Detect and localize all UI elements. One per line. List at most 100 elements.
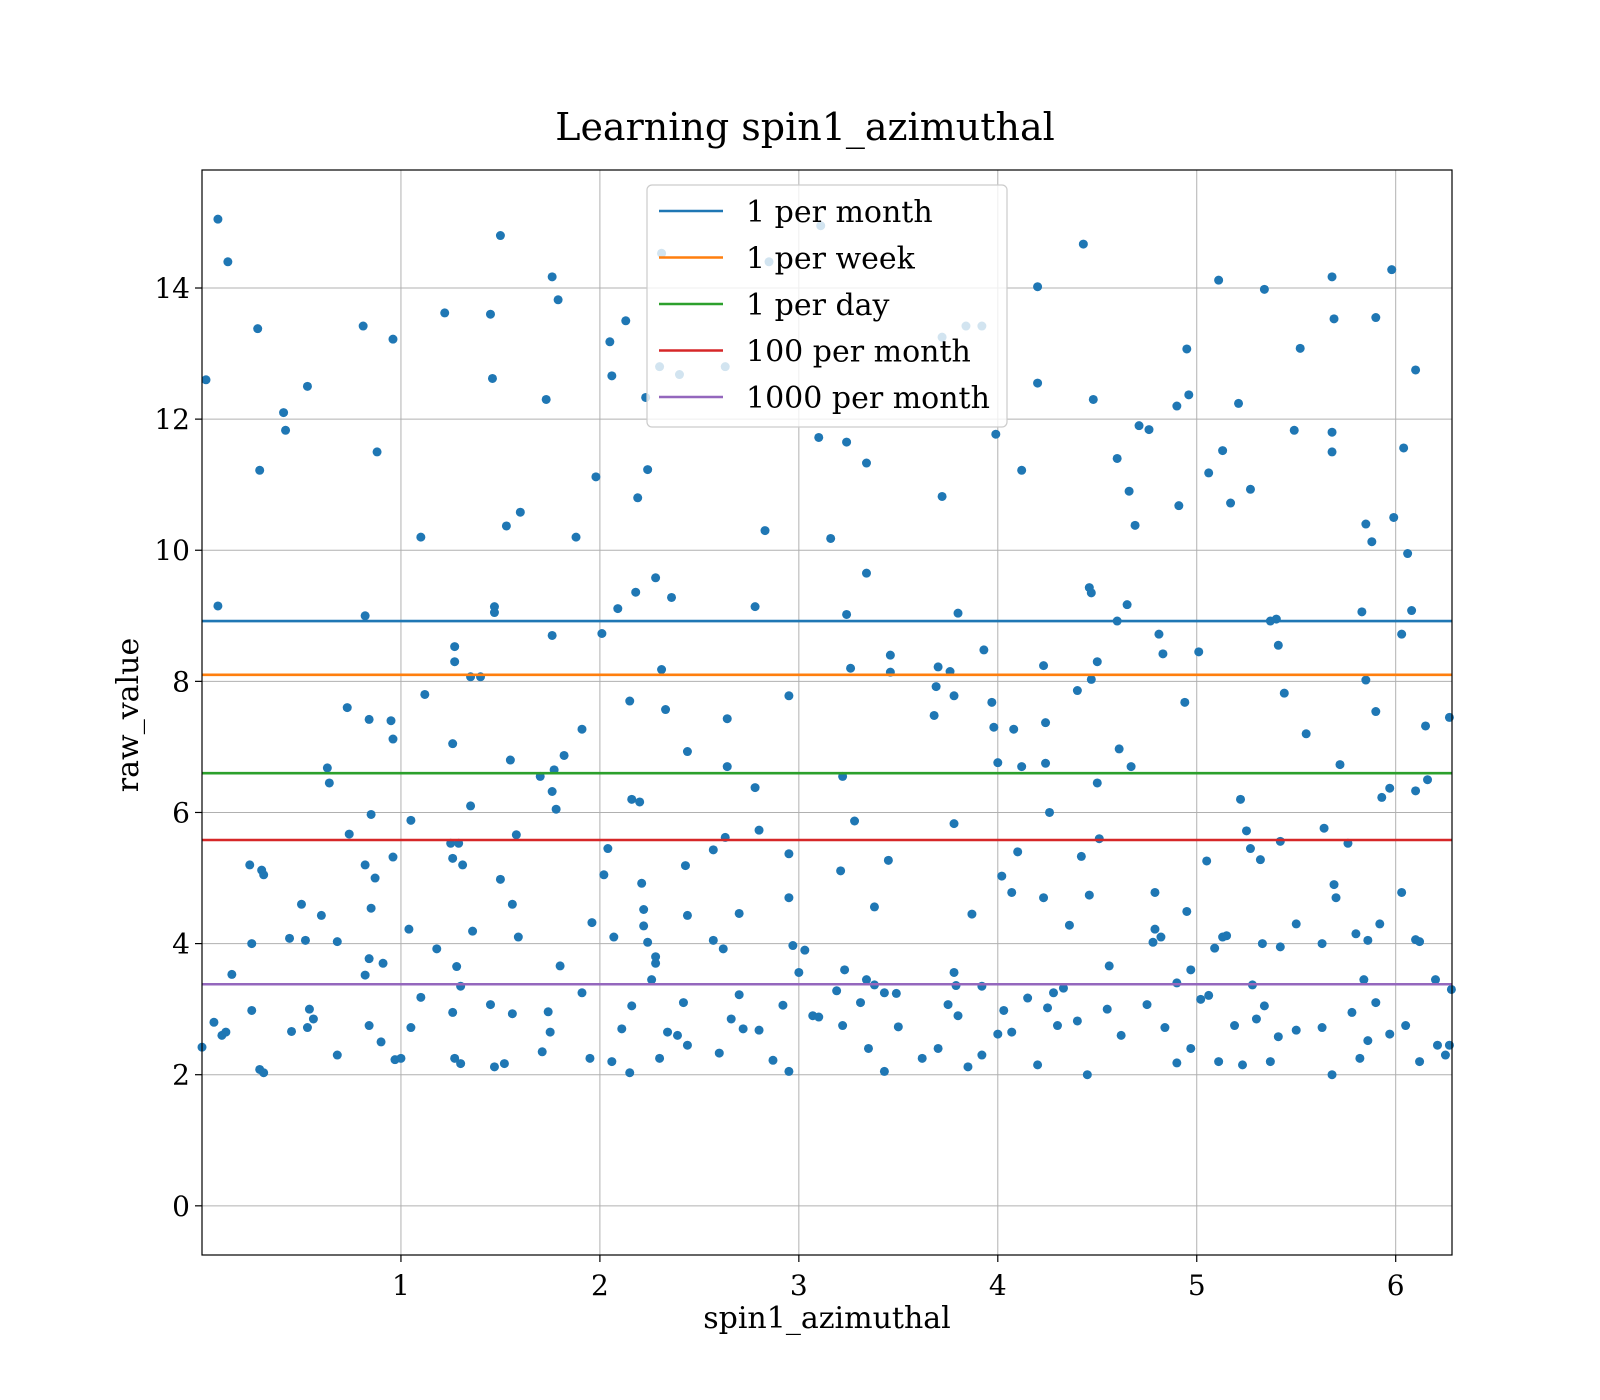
scatter-point	[1023, 993, 1033, 1003]
scatter-point	[495, 874, 505, 884]
scatter-point	[722, 714, 732, 724]
scatter-point	[1259, 1001, 1269, 1011]
scatter-point	[1033, 1060, 1043, 1070]
scatter-point	[1186, 1043, 1196, 1053]
scatter-point	[547, 786, 557, 796]
scatter-point	[406, 815, 416, 825]
scatter-point	[826, 533, 836, 543]
scatter-point	[784, 849, 794, 859]
scatter-point	[708, 935, 718, 945]
scatter-point	[861, 458, 871, 468]
scatter-point	[885, 650, 895, 660]
scatter-point	[627, 1001, 637, 1011]
scatter-point	[1124, 486, 1134, 496]
scatter-points	[197, 214, 1456, 1080]
scatter-point	[513, 932, 523, 942]
scatter-point	[1241, 826, 1251, 836]
scatter-point	[651, 958, 661, 968]
scatter-point	[754, 1025, 764, 1035]
scatter-point	[1084, 890, 1094, 900]
scatter-point	[302, 381, 312, 391]
scatter-point	[1367, 537, 1377, 547]
scatter-point	[800, 945, 810, 955]
scatter-point	[1411, 786, 1421, 796]
scatter-point	[416, 992, 426, 1002]
scatter-point	[485, 1000, 495, 1010]
scatter-point	[784, 893, 794, 903]
scatter-point	[489, 1062, 499, 1072]
scatter-point	[639, 921, 649, 931]
scatter-point	[1329, 314, 1339, 324]
scatter-point	[1092, 657, 1102, 667]
scatter-point	[1279, 688, 1289, 698]
scatter-point	[1007, 1027, 1017, 1037]
scatter-point	[682, 1040, 692, 1050]
scatter-point	[501, 521, 511, 531]
scatter-point	[1204, 468, 1214, 478]
scatter-point	[856, 998, 866, 1008]
scatter-point	[376, 1037, 386, 1047]
scatter-point	[1245, 484, 1255, 494]
scatter-point	[1158, 649, 1168, 659]
x-axis-label: spin1_azimuthal	[703, 1301, 951, 1336]
scatter-point	[625, 696, 635, 706]
scatter-point	[680, 861, 690, 871]
scatter-point	[1154, 629, 1164, 639]
scatter-point	[1329, 880, 1339, 890]
scatter-point	[1172, 401, 1182, 411]
scatter-point	[1327, 427, 1337, 437]
scatter-point	[1210, 943, 1220, 953]
scatter-point	[555, 961, 565, 971]
scatter-point	[1174, 501, 1184, 511]
scatter-point	[456, 1059, 466, 1069]
scatter-point	[949, 691, 959, 701]
scatter-point	[1327, 272, 1337, 282]
scatter-point	[585, 1053, 595, 1063]
scatter-point	[1214, 1057, 1224, 1067]
scatter-point	[1052, 1021, 1062, 1031]
scatter-point	[1397, 629, 1407, 639]
scatter-point	[1401, 1021, 1411, 1031]
scatter-point	[1134, 421, 1144, 431]
scatter-point	[1182, 344, 1192, 354]
scatter-point	[784, 1066, 794, 1076]
scatter-point	[1432, 1040, 1442, 1050]
y-tick-label: 10	[154, 534, 190, 567]
scatter-point	[846, 663, 856, 673]
scatter-point	[1327, 1070, 1337, 1080]
scatter-point	[378, 958, 388, 968]
scatter-point	[635, 797, 645, 807]
scatter-point	[1039, 893, 1049, 903]
x-tick-label: 2	[591, 1269, 609, 1302]
scatter-point	[1355, 1053, 1365, 1063]
scatter-point	[571, 532, 581, 542]
scatter-point	[420, 689, 430, 699]
x-tick-label: 4	[989, 1269, 1007, 1302]
scatter-point	[953, 1011, 963, 1021]
scatter-point	[838, 1021, 848, 1031]
scatter-point	[627, 794, 637, 804]
scatter-point	[949, 819, 959, 829]
scatter-point	[1126, 762, 1136, 772]
scatter-point	[450, 642, 460, 652]
scatter-point	[1122, 600, 1132, 610]
scatter-point	[1172, 1058, 1182, 1068]
scatter-point	[1043, 1003, 1053, 1013]
scatter-point	[487, 373, 497, 383]
scatter-point	[547, 630, 557, 640]
scatter-point	[893, 1022, 903, 1032]
scatter-point	[663, 1027, 673, 1037]
x-tick-label: 3	[790, 1269, 808, 1302]
scatter-point	[997, 871, 1007, 881]
scatter-point	[647, 975, 657, 985]
scatter-point	[1399, 443, 1409, 453]
scatter-point	[613, 604, 623, 614]
scatter-point	[505, 755, 515, 765]
legend-box	[646, 184, 1008, 428]
scatter-point	[597, 629, 607, 639]
scatter-point	[1403, 549, 1413, 559]
scatter-point	[1086, 674, 1096, 684]
scatter-point	[840, 965, 850, 975]
plot-frame	[201, 169, 1453, 1256]
